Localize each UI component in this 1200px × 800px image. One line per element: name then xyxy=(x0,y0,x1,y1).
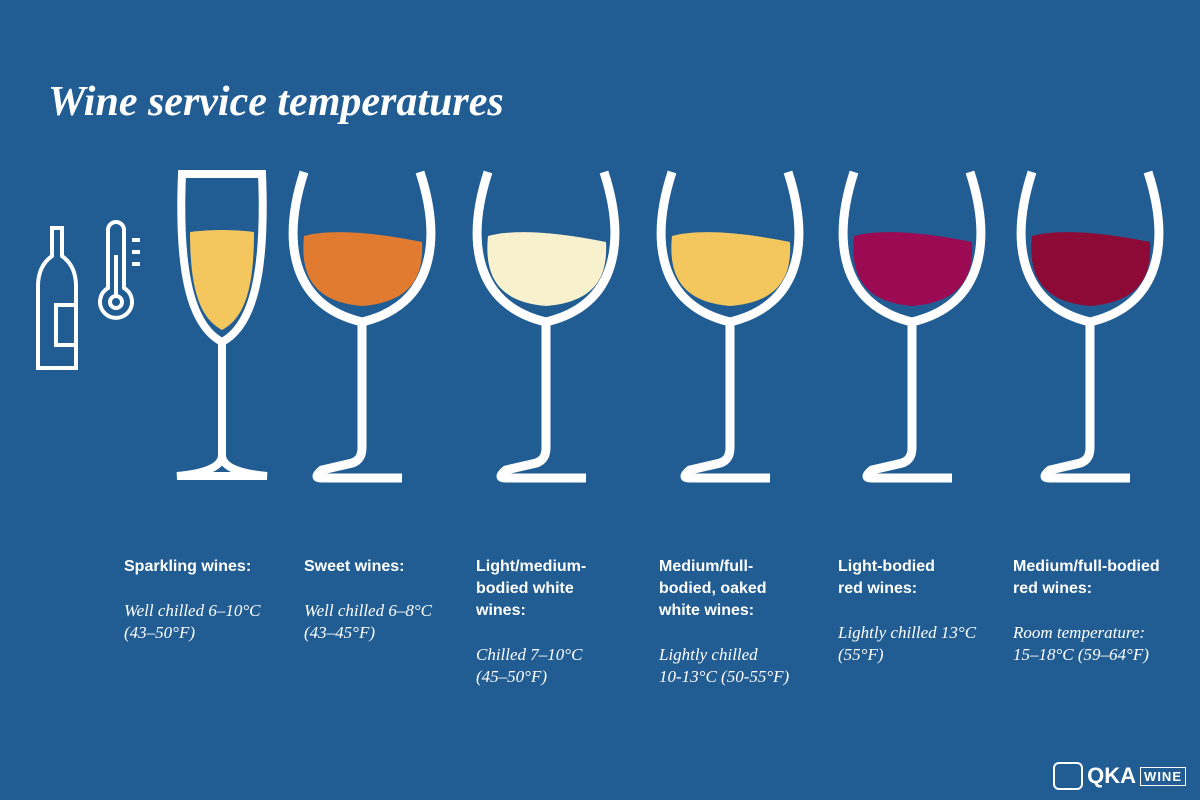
glass-bowl xyxy=(177,170,267,347)
wine-name: bodied white xyxy=(476,580,574,597)
wine-label: Light-bodied red wines: Lightly chilled 13… xyxy=(838,556,1018,666)
wine-temperature: (43–45°F) xyxy=(304,623,376,642)
wine-label: Sparkling wines: Well chilled 6–10°C (43–5… xyxy=(124,556,304,644)
logo-mark xyxy=(1053,762,1084,790)
logo: QKA WINE xyxy=(1053,762,1186,790)
wine-fill xyxy=(190,230,254,330)
wine-name: Medium/full- xyxy=(659,558,754,575)
wine-name: bodied, oaked xyxy=(659,580,767,597)
wine-temperature: (45–50°F) xyxy=(476,667,548,686)
wine-label: Sweet wines: Well chilled 6–8°C (43–45°F) xyxy=(304,556,484,644)
glass-stem xyxy=(1040,322,1130,483)
wine-temperature: 15–18°C (59–64°F) xyxy=(1013,645,1149,664)
glass-stem xyxy=(312,322,402,483)
wine-temperature: (55°F) xyxy=(838,645,884,664)
wine-label: Light/medium-bodied white wines: Chilled 7… xyxy=(476,556,656,688)
wine-label: Medium/full-bodied red wines: Room tempera… xyxy=(1013,556,1193,666)
glass-stem xyxy=(680,322,770,483)
logo-suffix: WINE xyxy=(1140,766,1186,786)
wine-temperature: Well chilled 6–10°C xyxy=(124,601,261,620)
logo-brand: QKA xyxy=(1087,763,1137,788)
wine-name: wines: xyxy=(476,602,526,619)
wine-name: Sweet wines: xyxy=(304,558,405,575)
wine-temperature: Chilled 7–10°C xyxy=(476,645,583,664)
glass-stem xyxy=(862,322,952,483)
wine-fill xyxy=(1031,232,1151,306)
wine-temperature: Lightly chilled 13°C xyxy=(838,623,977,642)
wine-label: Medium/full-bodied, oaked white wines: Lig… xyxy=(659,556,839,688)
wine-temperature: Well chilled 6–8°C xyxy=(304,601,432,620)
bottle-thermometer-icon xyxy=(36,220,140,370)
wine-name: Sparkling wines: xyxy=(124,558,252,575)
wine-name: Light/medium- xyxy=(476,558,587,575)
wine-name: Medium/full-bodied xyxy=(1013,558,1160,575)
glass-stem xyxy=(176,342,268,480)
wine-fill xyxy=(671,232,791,306)
wine-fill xyxy=(303,232,423,306)
glass-stem xyxy=(496,322,586,483)
wine-name: Light-bodied xyxy=(838,558,935,575)
wine-name: red wines: xyxy=(838,580,918,597)
wine-name: white wines: xyxy=(659,602,755,619)
title: Wine service temperatures xyxy=(48,79,504,125)
wine-temperature: 10-13°C (50-55°F) xyxy=(659,667,790,686)
wine-temperature: Lightly chilled xyxy=(659,645,758,664)
wine-fill xyxy=(487,232,607,306)
wine-temperature: Room temperature: xyxy=(1013,623,1146,642)
wine-fill xyxy=(853,232,973,306)
wine-temperature: (43–50°F) xyxy=(124,623,196,642)
wine-name: red wines: xyxy=(1013,580,1093,597)
